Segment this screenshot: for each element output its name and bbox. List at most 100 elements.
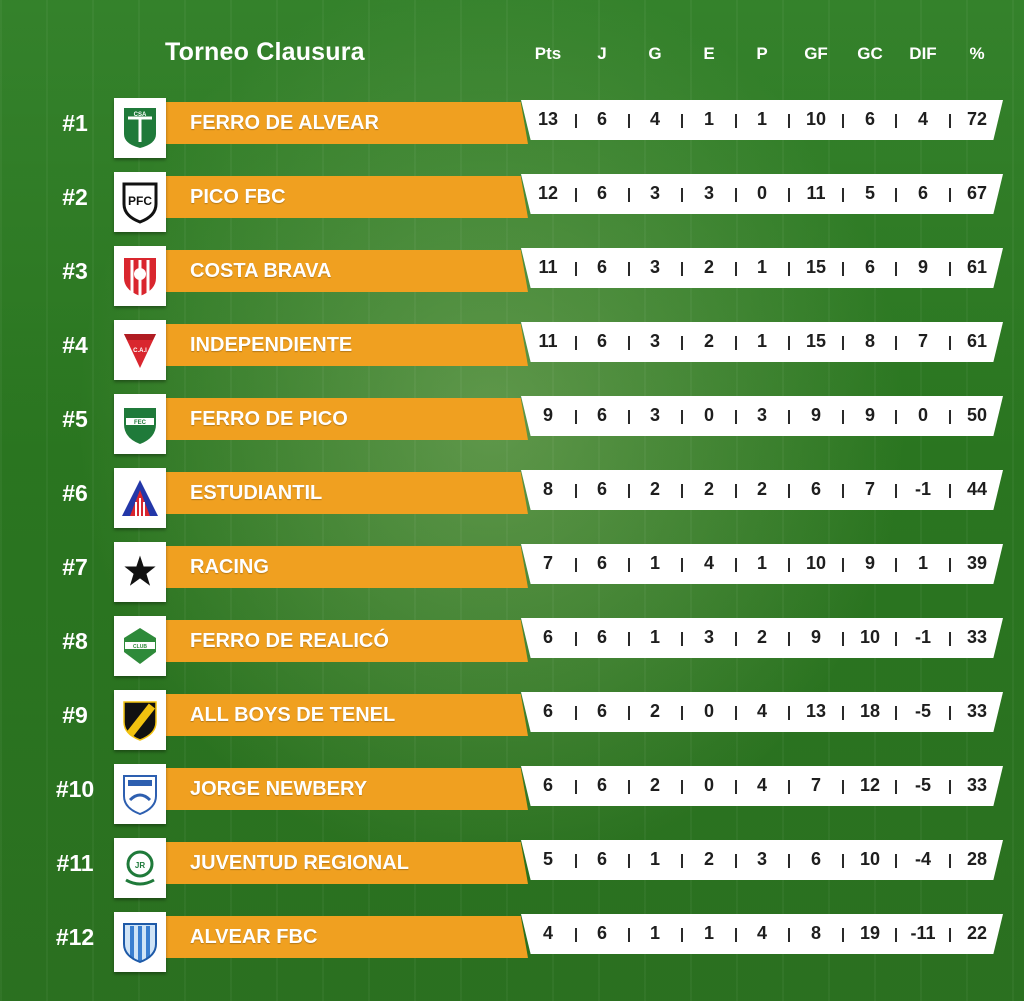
- column-separator: [895, 484, 897, 498]
- stat-j: 6: [596, 775, 607, 795]
- stat-gc: 9: [864, 553, 875, 573]
- column-separator: [949, 854, 951, 868]
- team-name-bar: JUVENTUD REGIONAL: [162, 842, 528, 884]
- stat-p: 4: [756, 775, 767, 795]
- column-separator: [949, 262, 951, 276]
- stat-j: 6: [596, 479, 607, 499]
- column-separator: [575, 484, 577, 498]
- rank-label: #9: [62, 702, 88, 728]
- column-separator: [735, 854, 737, 868]
- column-separator: [628, 114, 630, 128]
- column-header: %: [969, 44, 985, 63]
- column-separator: [735, 336, 737, 350]
- stat-pct: 39: [966, 553, 988, 573]
- team-row: #11 JUVENTUD REGIONAL JR 5 6 1 2 3 6 10 -4 28: [0, 838, 1024, 914]
- team-name: ESTUDIANTIL: [190, 482, 323, 504]
- column-separator: [575, 928, 577, 942]
- stat-pts: 6: [542, 701, 553, 721]
- rank-label: #6: [62, 480, 88, 506]
- stat-p: 4: [756, 923, 767, 943]
- column-separator: [575, 410, 577, 424]
- team-name: ALVEAR FBC: [190, 926, 318, 948]
- column-separator: [628, 262, 630, 276]
- column-separator: [575, 558, 577, 572]
- stat-e: 4: [703, 553, 714, 573]
- svg-text:C.A.I: C.A.I: [133, 348, 147, 354]
- stat-j: 6: [596, 849, 607, 869]
- stat-p: 1: [756, 331, 767, 351]
- stat-p: 3: [756, 405, 767, 425]
- column-separator: [788, 558, 790, 572]
- stats-bar: 6 6 2 0 4 7 12 -5 33: [521, 766, 1003, 806]
- column-separator: [895, 928, 897, 942]
- team-name-bar: COSTA BRAVA: [162, 250, 528, 292]
- column-separator: [788, 188, 790, 202]
- svg-text:PFC: PFC: [128, 194, 152, 208]
- stat-j: 6: [596, 257, 607, 277]
- column-separator: [628, 410, 630, 424]
- stat-gf: 15: [805, 331, 827, 351]
- column-header: DIF: [909, 44, 937, 63]
- team-name-bar: PICO FBC: [162, 176, 528, 218]
- stat-g: 2: [649, 775, 660, 795]
- column-separator: [949, 188, 951, 202]
- column-separator: [628, 558, 630, 572]
- rank-label: #10: [55, 776, 95, 802]
- stat-e: 0: [703, 405, 714, 425]
- ferro-pico-crest-icon: FEC: [114, 394, 166, 454]
- stat-gf: 15: [805, 257, 827, 277]
- stats-bar: 6 6 2 0 4 13 18 -5 33: [521, 692, 1003, 732]
- column-separator: [628, 188, 630, 202]
- team-name-bar: FERRO DE PICO: [162, 398, 528, 440]
- stat-gf: 9: [810, 405, 821, 425]
- column-separator: [628, 854, 630, 868]
- stat-gf: 10: [805, 109, 827, 129]
- rank-label: #1: [62, 110, 88, 136]
- column-separator: [895, 188, 897, 202]
- stat-pct: 33: [966, 627, 988, 647]
- column-separator: [842, 114, 844, 128]
- column-separator: [788, 780, 790, 794]
- stat-pct: 28: [966, 849, 988, 869]
- column-separator: [949, 632, 951, 646]
- stat-pct: 61: [966, 257, 988, 277]
- column-separator: [681, 114, 683, 128]
- team-name-bar: ALL BOYS DE TENEL: [162, 694, 528, 736]
- stat-j: 6: [596, 183, 607, 203]
- column-header: J: [597, 44, 607, 63]
- stat-j: 6: [596, 405, 607, 425]
- stats-bar: 4 6 1 1 4 8 19 -11 22: [521, 914, 1003, 954]
- team-row: #6 ESTUDIANTIL 8 6 2 2 2 6 7 -1 44: [0, 468, 1024, 544]
- column-separator: [842, 336, 844, 350]
- pico-fbc-crest-icon: PFC: [114, 172, 166, 232]
- column-separator: [628, 706, 630, 720]
- stat-pct: 72: [966, 109, 988, 129]
- column-separator: [735, 114, 737, 128]
- column-separator: [895, 854, 897, 868]
- stats-bar: 11 6 3 2 1 15 8 7 61: [521, 322, 1003, 362]
- column-separator: [681, 928, 683, 942]
- column-separator: [681, 410, 683, 424]
- stats-bar: 11 6 3 2 1 15 6 9 61: [521, 248, 1003, 288]
- column-separator: [681, 632, 683, 646]
- column-separator: [842, 632, 844, 646]
- column-separator: [788, 928, 790, 942]
- svg-text:FEC: FEC: [134, 420, 147, 426]
- stat-dif: 1: [917, 553, 928, 573]
- stat-e: 1: [703, 923, 714, 943]
- column-separator: [842, 854, 844, 868]
- stat-gc: 19: [859, 923, 881, 943]
- team-name-bar: FERRO DE ALVEAR: [162, 102, 528, 144]
- column-header: GF: [804, 44, 828, 63]
- stat-p: 2: [756, 479, 767, 499]
- stat-j: 6: [596, 331, 607, 351]
- jorge-newbery-crest-icon: [114, 764, 166, 824]
- team-name: ALL BOYS DE TENEL: [190, 704, 396, 726]
- stat-e: 3: [703, 183, 714, 203]
- stat-pct: 22: [966, 923, 988, 943]
- column-separator: [735, 262, 737, 276]
- stat-g: 1: [649, 553, 660, 573]
- team-name-bar: INDEPENDIENTE: [162, 324, 528, 366]
- stats-bar: 7 6 1 4 1 10 9 1 39: [521, 544, 1003, 584]
- column-separator: [681, 854, 683, 868]
